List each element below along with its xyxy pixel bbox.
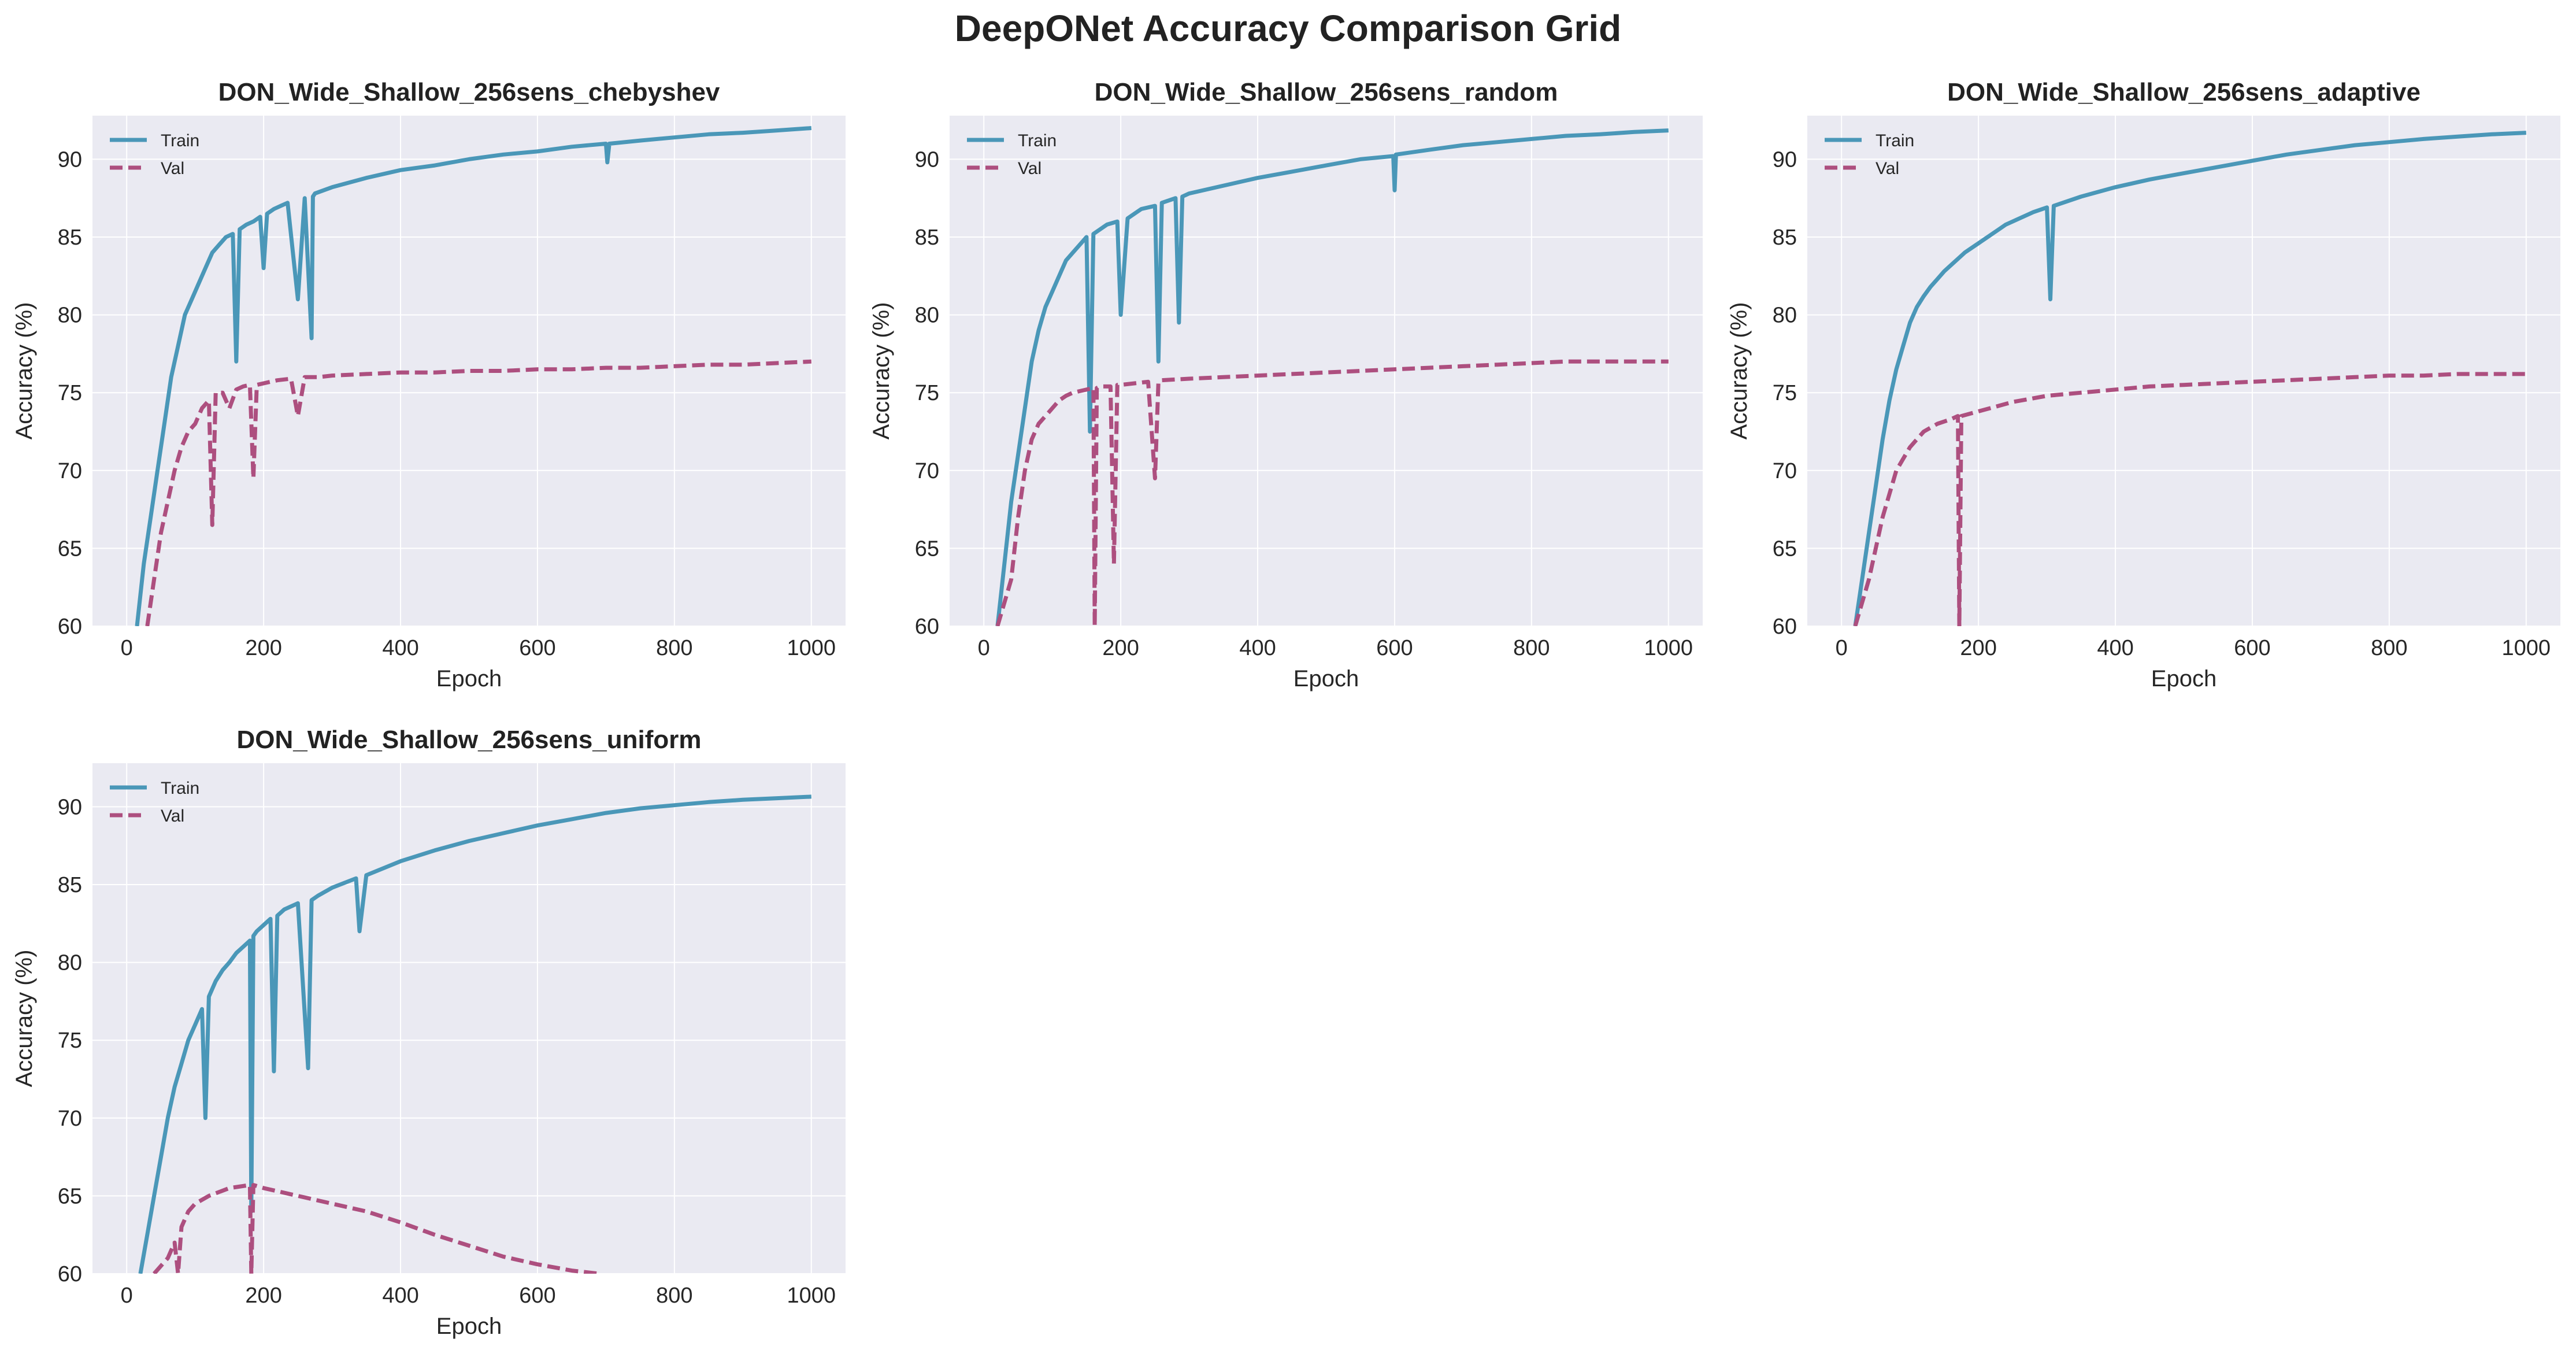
x-tick-label: 200 bbox=[1960, 636, 1996, 660]
x-tick-label: 0 bbox=[1836, 636, 1848, 660]
y-tick-label: 70 bbox=[58, 1107, 82, 1131]
y-tick-label: 65 bbox=[915, 537, 939, 561]
x-tick-label: 0 bbox=[978, 636, 990, 660]
y-tick-label: 80 bbox=[58, 951, 82, 975]
y-tick-label: 70 bbox=[1773, 459, 1797, 483]
legend-label: Train bbox=[1018, 131, 1057, 150]
y-axis-label: Accuracy (%) bbox=[12, 950, 37, 1088]
x-tick-label: 0 bbox=[121, 636, 133, 660]
subplot-title: DON_Wide_Shallow_256sens_uniform bbox=[236, 726, 701, 754]
y-tick-label: 65 bbox=[58, 1184, 82, 1208]
y-tick-label: 85 bbox=[1773, 225, 1797, 250]
x-tick-label: 400 bbox=[1239, 636, 1276, 660]
y-tick-label: 60 bbox=[58, 615, 82, 639]
series-line-train bbox=[995, 128, 1669, 626]
legend: Train Val bbox=[110, 779, 199, 826]
legend: Train Val bbox=[967, 131, 1057, 178]
x-tick-label: 800 bbox=[656, 1284, 692, 1308]
x-axis-label: Epoch bbox=[436, 666, 502, 691]
x-tick-label: 1000 bbox=[1644, 636, 1693, 660]
y-tick-label: 60 bbox=[915, 615, 939, 639]
series-line-train bbox=[135, 126, 812, 626]
chart-panel-0: 0 200 400 600 800 1000 60 65 70 75 80 85 90 Train Val D… bbox=[12, 78, 846, 691]
x-tick-label: 800 bbox=[656, 636, 692, 660]
x-tick-label: 600 bbox=[519, 1284, 555, 1308]
figure-title: DeepONet Accuracy Comparison Grid bbox=[954, 8, 1622, 49]
y-tick-label: 85 bbox=[58, 873, 82, 897]
x-tick-label: 800 bbox=[1513, 636, 1550, 660]
series-line-val bbox=[152, 1183, 599, 1274]
plot-area bbox=[92, 116, 846, 626]
chart-panel-3: 0 200 400 600 800 1000 60 65 70 75 80 85 90 Train Val D… bbox=[12, 726, 846, 1339]
series-line-val bbox=[145, 359, 811, 626]
plot-area bbox=[1807, 116, 2560, 626]
x-tick-label: 400 bbox=[382, 636, 418, 660]
legend: Train Val bbox=[110, 131, 199, 178]
x-tick-label: 1000 bbox=[787, 636, 836, 660]
y-tick-label: 70 bbox=[58, 459, 82, 483]
legend-label: Val bbox=[161, 159, 184, 178]
y-tick-label: 60 bbox=[1773, 615, 1797, 639]
y-tick-label: 85 bbox=[58, 225, 82, 250]
y-axis-label: Accuracy (%) bbox=[1726, 302, 1752, 440]
x-axis-label: Epoch bbox=[436, 1314, 502, 1339]
y-tick-label: 80 bbox=[58, 304, 82, 328]
x-tick-label: 1000 bbox=[2501, 636, 2551, 660]
y-tick-label: 70 bbox=[915, 459, 939, 483]
subplot-title: DON_Wide_Shallow_256sens_random bbox=[1095, 78, 1558, 106]
legend-label: Train bbox=[161, 779, 199, 798]
x-tick-label: 400 bbox=[382, 1284, 418, 1308]
y-tick-label: 65 bbox=[1773, 537, 1797, 561]
y-tick-label: 80 bbox=[915, 304, 939, 328]
x-tick-label: 0 bbox=[121, 1284, 133, 1308]
x-tick-label: 200 bbox=[1102, 636, 1139, 660]
x-axis-label: Epoch bbox=[2151, 666, 2217, 691]
y-tick-label: 85 bbox=[915, 225, 939, 250]
legend-label: Train bbox=[161, 131, 199, 150]
x-tick-label: 200 bbox=[245, 636, 281, 660]
legend-label: Val bbox=[1876, 159, 1899, 178]
x-tick-label: 400 bbox=[2097, 636, 2133, 660]
x-tick-label: 600 bbox=[2234, 636, 2270, 660]
chart-panel-2: 0 200 400 600 800 1000 60 65 70 75 80 85 90 Train Val D… bbox=[1726, 78, 2560, 691]
x-axis-label: Epoch bbox=[1293, 666, 1359, 691]
x-tick-label: 600 bbox=[519, 636, 555, 660]
x-tick-label: 1000 bbox=[787, 1284, 836, 1308]
x-tick-label: 800 bbox=[2371, 636, 2407, 660]
subplot-title: DON_Wide_Shallow_256sens_chebyshev bbox=[218, 78, 720, 106]
series-line-train bbox=[138, 794, 811, 1274]
series-line-train bbox=[1853, 131, 2526, 626]
y-tick-label: 90 bbox=[58, 795, 82, 819]
legend-label: Train bbox=[1876, 131, 1914, 150]
y-tick-label: 75 bbox=[58, 1029, 82, 1053]
legend: Train Val bbox=[1825, 131, 1914, 178]
y-tick-label: 90 bbox=[58, 147, 82, 172]
x-tick-label: 600 bbox=[1376, 636, 1413, 660]
y-tick-label: 75 bbox=[58, 381, 82, 405]
y-tick-label: 90 bbox=[915, 147, 939, 172]
y-tick-label: 75 bbox=[1773, 381, 1797, 405]
plot-area bbox=[92, 763, 846, 1274]
legend-label: Val bbox=[1018, 159, 1041, 178]
y-axis-label: Accuracy (%) bbox=[869, 302, 894, 440]
y-tick-label: 90 bbox=[1773, 147, 1797, 172]
y-tick-label: 65 bbox=[58, 537, 82, 561]
series-line-val bbox=[1853, 372, 2526, 626]
plot-area bbox=[950, 116, 1703, 626]
y-tick-label: 80 bbox=[1773, 304, 1797, 328]
subplot-title: DON_Wide_Shallow_256sens_adaptive bbox=[1947, 78, 2421, 106]
chart-panel-1: 0 200 400 600 800 1000 60 65 70 75 80 85 90 Train Val D… bbox=[869, 78, 1703, 691]
legend-label: Val bbox=[161, 807, 184, 826]
y-tick-label: 60 bbox=[58, 1262, 82, 1286]
y-tick-label: 75 bbox=[915, 381, 939, 405]
y-axis-label: Accuracy (%) bbox=[12, 302, 37, 440]
series-line-val bbox=[995, 359, 1669, 626]
x-tick-label: 200 bbox=[245, 1284, 281, 1308]
